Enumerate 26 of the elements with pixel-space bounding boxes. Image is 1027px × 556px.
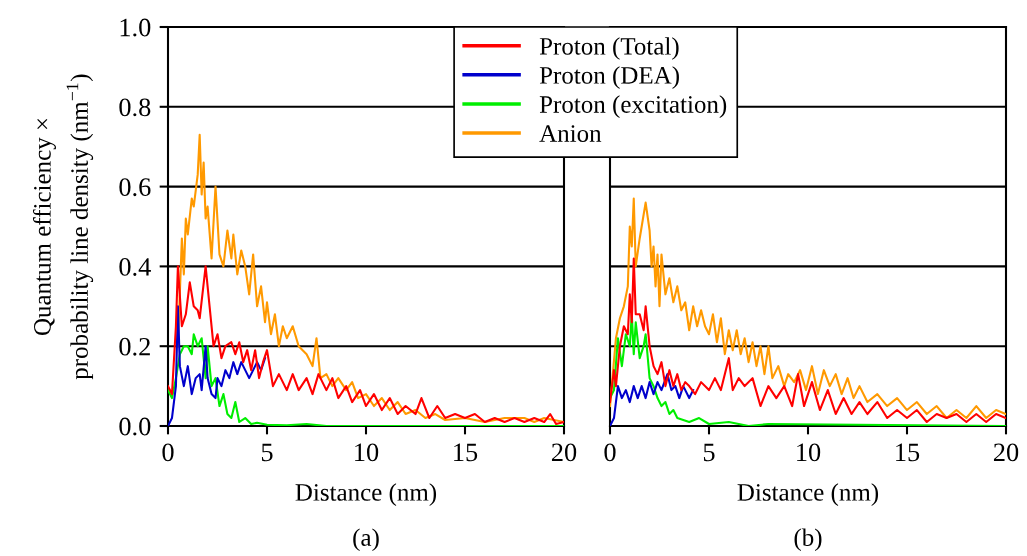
x-tick-label: 20	[551, 443, 577, 462]
line-series	[168, 305, 267, 426]
y-tick-label: 0.6	[119, 178, 151, 197]
x-tick-label: 15	[896, 443, 920, 462]
y-tick-label: 0.0	[119, 417, 151, 436]
y-tick-label: 0.4	[119, 258, 151, 276]
legend-label: Proton (DEA)	[539, 66, 679, 89]
legend-label: Proton (Total)	[539, 37, 679, 60]
x-axis-title: Distance (nm)	[295, 483, 437, 506]
text: (a)	[353, 528, 379, 552]
x-axis-title: Distance (nm)	[737, 483, 879, 506]
x-tick-label: 10	[355, 443, 379, 462]
x-tick-label: 10	[797, 443, 821, 462]
legend-label: Anion	[539, 125, 602, 142]
y-axis-title: Quantum efficiency × probability line density (nm$^{−1}$)	[32, 74, 94, 380]
y-tick-label: 0.8	[119, 98, 151, 117]
x-tick-label: 0	[162, 443, 174, 462]
y-tick-label: 0.2	[119, 337, 150, 356]
x-tick-label: 15	[454, 443, 478, 462]
x-tick-label: 5	[703, 443, 715, 462]
y-tick-label: 1.0	[120, 18, 151, 37]
x-tick-label: 20	[993, 443, 1019, 462]
legend-label: Proton (excitation)	[539, 95, 727, 118]
x-tick-label: 5	[261, 443, 273, 462]
text: (b)	[794, 528, 822, 552]
x-tick-label: 0	[604, 443, 616, 462]
